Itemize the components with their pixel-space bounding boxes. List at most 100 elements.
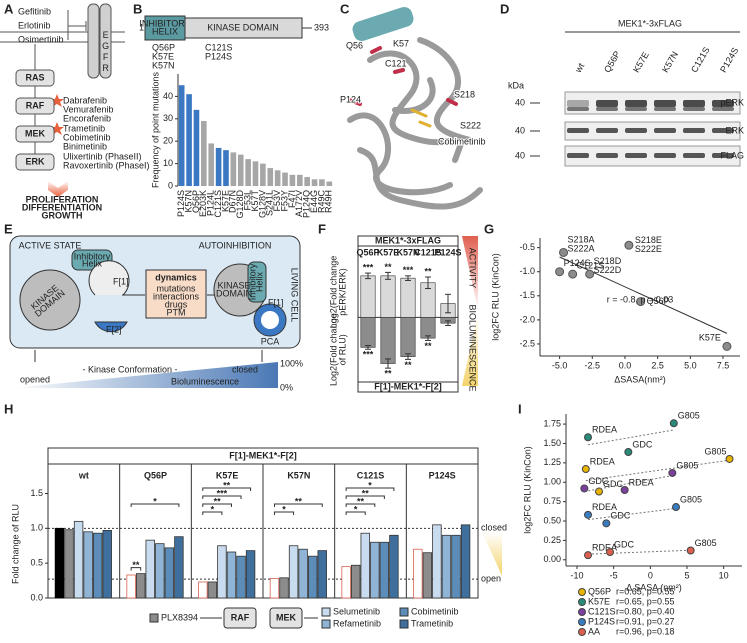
bar (64, 529, 74, 599)
reference-label: closed (481, 523, 507, 533)
lane-label: K57E (631, 50, 651, 74)
band (567, 100, 589, 107)
x-tick-label: F53L (242, 190, 252, 211)
y-axis-label: log2FC RLU (KinCon) (490, 253, 500, 341)
band (654, 100, 676, 107)
bar (274, 170, 281, 186)
point (581, 465, 590, 474)
bar (370, 541, 380, 599)
y-tick-label: 0.75 (543, 496, 561, 506)
sig-bracket (345, 511, 366, 515)
helix-label: Inhibitory (74, 251, 111, 261)
mutation: Q56P (152, 42, 175, 52)
bar (317, 550, 327, 599)
bar (208, 143, 215, 186)
chart-subtitle: F[1]-MEK1*-F[2] (374, 381, 442, 391)
marker-label: 40 (515, 150, 525, 160)
bar (288, 545, 299, 599)
trend-line (559, 256, 728, 334)
panel-letter: C (340, 1, 350, 16)
sig-bracket (273, 511, 295, 515)
point (722, 341, 732, 351)
bar (92, 532, 103, 599)
band (654, 153, 676, 158)
residue-label: P124 (340, 94, 361, 104)
drug-name: Binimetinib (63, 141, 107, 151)
band (596, 107, 618, 111)
significance: ** (132, 560, 140, 570)
x-tick-label: K57E (220, 190, 230, 212)
legend-marker (578, 588, 586, 596)
y-axis-label: pERK/ERK) (337, 268, 347, 316)
sig-bracket (202, 487, 252, 491)
band (625, 153, 647, 158)
cell-label: LIVING CELL (290, 268, 300, 323)
y-tick-label: 0.00 (543, 554, 561, 564)
x-tick-label: 5 (684, 570, 689, 580)
stat-annotation: r = -0.8, p = 0.03 (607, 294, 674, 304)
helix-label: INHIBITORY (139, 18, 190, 28)
bar (413, 548, 423, 599)
drug-name: Trametinib (63, 123, 105, 133)
domain-label: DOMAIN (216, 288, 252, 298)
panel-letter: B (133, 1, 142, 16)
bar (380, 317, 396, 364)
bar (145, 539, 155, 599)
trend-line (587, 507, 677, 521)
x-tick-label: 0 (648, 570, 653, 580)
trend-line (587, 549, 691, 555)
side-label: BIOLUMINESCENCE (468, 304, 478, 391)
lane-label: K57N (660, 50, 680, 74)
construct-label: MEK1*-3xFLAG (618, 18, 682, 28)
point-label: RDEA (590, 456, 615, 466)
point-label: G805 (676, 460, 698, 470)
legend-label: P124S (588, 616, 615, 626)
bar (341, 566, 351, 599)
drug-name: Vemurafenib (63, 104, 114, 114)
subtitle-box (357, 381, 459, 393)
domain-label: KINASE (217, 280, 250, 290)
point-label: S218D (594, 256, 622, 266)
drug-name: Ulixertinib (PhaseII) (63, 151, 142, 161)
band (567, 128, 589, 133)
dynamics-label: dynamics (155, 272, 197, 282)
x-tick-label: -2.5 (585, 360, 601, 370)
lum-wedge (462, 312, 478, 386)
f1-label: F[1] (113, 276, 129, 286)
x-tick-label: C121S (213, 190, 223, 218)
mutation: P124S (205, 51, 232, 61)
helix-label: Helix (82, 258, 103, 268)
bar (269, 578, 280, 599)
significance: ** (295, 496, 303, 506)
lane-label: C121S (689, 45, 711, 74)
factor: PTM (167, 307, 186, 317)
drug-name: Dabrafenib (63, 95, 107, 105)
legend-label: AA (588, 626, 600, 636)
bar (319, 179, 325, 186)
bar (155, 543, 165, 599)
point (584, 510, 592, 519)
legend-marker (578, 618, 586, 626)
sig-bracket (130, 503, 180, 507)
bar (307, 555, 318, 599)
panel-letter: H (4, 401, 13, 416)
y-tick-label: 0 (168, 180, 173, 190)
bar (230, 152, 237, 186)
bar (360, 532, 370, 599)
y-tick-label: -1.5 (519, 290, 535, 300)
drug-name: Gefitinib (18, 6, 51, 16)
mutation: K57N (152, 60, 175, 70)
significance: *** (363, 262, 374, 272)
f1-label: F[1] (268, 297, 284, 307)
outcome: DIFFERENTIATION (22, 202, 102, 212)
legend-stats: r=0.96, p=0.18 (616, 626, 675, 636)
point (584, 551, 592, 560)
bar (135, 573, 146, 599)
bar (186, 94, 192, 186)
bar (83, 531, 93, 599)
bar (198, 581, 208, 599)
legend-swatch (321, 619, 331, 629)
bar (441, 534, 452, 599)
outcome: PROLIFERATION (26, 194, 99, 204)
